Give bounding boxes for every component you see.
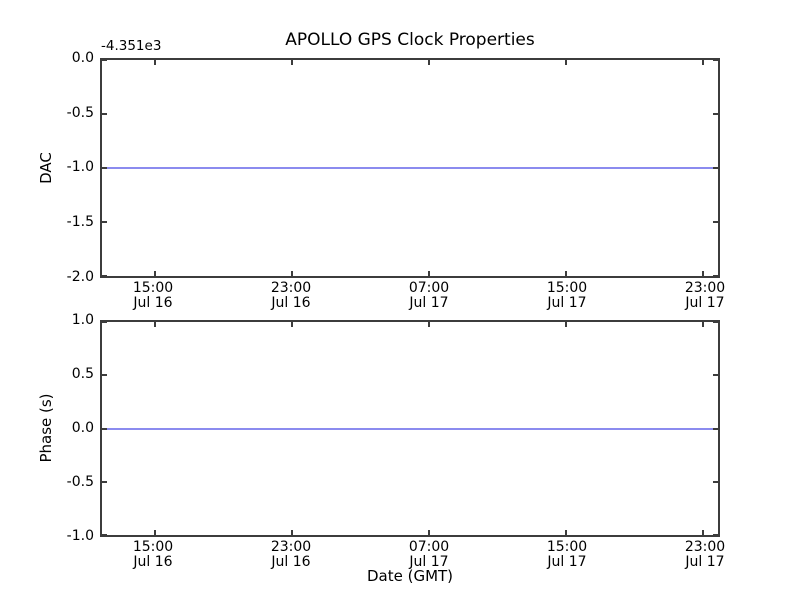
axis-tick-mark bbox=[713, 534, 718, 536]
y-axis-offset-label: -4.351e3 bbox=[101, 38, 162, 54]
axis-tick-mark bbox=[153, 271, 156, 276]
y-tick-label: -1.5 bbox=[66, 214, 94, 230]
x-tick-date: Jul 17 bbox=[547, 554, 587, 570]
x-tick-label: 15:00 Jul 17 bbox=[522, 281, 612, 311]
axis-tick-mark bbox=[427, 530, 430, 535]
x-tick-date: Jul 17 bbox=[685, 554, 725, 570]
axis-tick-mark bbox=[102, 221, 107, 223]
axis-tick-mark bbox=[102, 167, 107, 169]
y-tick-label: -0.5 bbox=[66, 474, 94, 490]
phase-series-line bbox=[102, 427, 718, 430]
x-tick-date: Jul 17 bbox=[547, 295, 587, 311]
x-tick-date: Jul 17 bbox=[409, 554, 449, 570]
y-tick-label: -1.0 bbox=[66, 528, 94, 544]
x-tick-label: 15:00 Jul 16 bbox=[108, 281, 198, 311]
axis-tick-mark bbox=[713, 275, 718, 277]
axis-tick-mark bbox=[713, 59, 718, 61]
axis-tick-mark bbox=[427, 322, 430, 327]
axis-tick-mark bbox=[702, 530, 705, 535]
x-tick-label: 23:00 Jul 16 bbox=[246, 540, 336, 570]
x-tick-time: 15:00 bbox=[546, 539, 588, 555]
axis-tick-mark bbox=[713, 221, 718, 223]
x-tick-time: 23:00 bbox=[684, 539, 726, 555]
x-tick-label: 15:00 Jul 16 bbox=[108, 540, 198, 570]
y-tick-label: -2.0 bbox=[66, 269, 94, 285]
x-tick-time: 15:00 bbox=[132, 539, 174, 555]
axis-tick-mark bbox=[290, 322, 293, 327]
x-tick-label: 07:00 Jul 17 bbox=[384, 281, 474, 311]
axis-tick-mark bbox=[102, 374, 107, 377]
x-tick-time: 23:00 bbox=[684, 280, 726, 296]
x-tick-date: Jul 16 bbox=[133, 295, 173, 311]
axis-tick-mark bbox=[102, 480, 107, 483]
axis-tick-mark bbox=[702, 60, 705, 65]
x-tick-time: 15:00 bbox=[546, 280, 588, 296]
axis-tick-mark bbox=[564, 271, 567, 276]
x-axis-label: Date (GMT) bbox=[366, 567, 454, 585]
y-tick-label: -1.0 bbox=[66, 159, 94, 175]
axis-tick-mark bbox=[290, 271, 293, 276]
axis-tick-mark bbox=[702, 322, 705, 327]
dac-series-line bbox=[102, 167, 718, 169]
x-tick-label: 23:00 Jul 17 bbox=[660, 540, 750, 570]
x-tick-date: Jul 16 bbox=[271, 295, 311, 311]
y-tick-label: -0.5 bbox=[66, 105, 94, 121]
axis-tick-mark bbox=[153, 530, 156, 535]
axis-tick-mark bbox=[102, 113, 107, 115]
x-tick-date: Jul 16 bbox=[133, 554, 173, 570]
axis-tick-mark bbox=[290, 530, 293, 535]
x-tick-label: 23:00 Jul 16 bbox=[246, 281, 336, 311]
axis-tick-mark bbox=[564, 530, 567, 535]
axis-tick-mark bbox=[102, 59, 107, 61]
chart-title: APOLLO GPS Clock Properties bbox=[285, 30, 535, 50]
y-tick-label: 0.0 bbox=[71, 50, 94, 66]
x-tick-time: 15:00 bbox=[132, 280, 174, 296]
axis-tick-mark bbox=[713, 167, 718, 169]
phase-plot-area bbox=[100, 320, 720, 537]
axis-tick-mark bbox=[102, 534, 107, 536]
axis-tick-mark bbox=[427, 271, 430, 276]
axis-tick-mark bbox=[290, 60, 293, 65]
x-tick-label: 23:00 Jul 17 bbox=[660, 281, 750, 311]
x-tick-label: 15:00 Jul 17 bbox=[522, 540, 612, 570]
axis-tick-mark bbox=[102, 275, 107, 277]
axis-tick-mark bbox=[702, 271, 705, 276]
x-tick-date: Jul 17 bbox=[685, 295, 725, 311]
axis-tick-mark bbox=[102, 321, 107, 323]
axis-tick-mark bbox=[427, 60, 430, 65]
axis-tick-mark bbox=[713, 113, 718, 115]
x-tick-date: Jul 16 bbox=[271, 554, 311, 570]
x-tick-time: 07:00 bbox=[408, 539, 450, 555]
y-tick-label: 1.0 bbox=[71, 312, 94, 328]
y-tick-label: 0.0 bbox=[71, 420, 94, 436]
x-tick-time: 23:00 bbox=[270, 280, 312, 296]
axis-tick-mark bbox=[713, 427, 718, 430]
axis-tick-mark bbox=[102, 427, 107, 430]
y-tick-label: 0.5 bbox=[71, 366, 94, 382]
axis-tick-mark bbox=[713, 321, 718, 323]
x-tick-label: 07:00 Jul 17 bbox=[384, 540, 474, 570]
axis-tick-mark bbox=[153, 322, 156, 327]
x-tick-time: 23:00 bbox=[270, 539, 312, 555]
axis-tick-mark bbox=[564, 60, 567, 65]
axis-tick-mark bbox=[713, 374, 718, 377]
dac-plot-area bbox=[100, 58, 720, 278]
axis-tick-mark bbox=[153, 60, 156, 65]
axis-tick-mark bbox=[564, 322, 567, 327]
x-tick-date: Jul 17 bbox=[409, 295, 449, 311]
x-tick-time: 07:00 bbox=[408, 280, 450, 296]
axis-tick-mark bbox=[713, 480, 718, 483]
